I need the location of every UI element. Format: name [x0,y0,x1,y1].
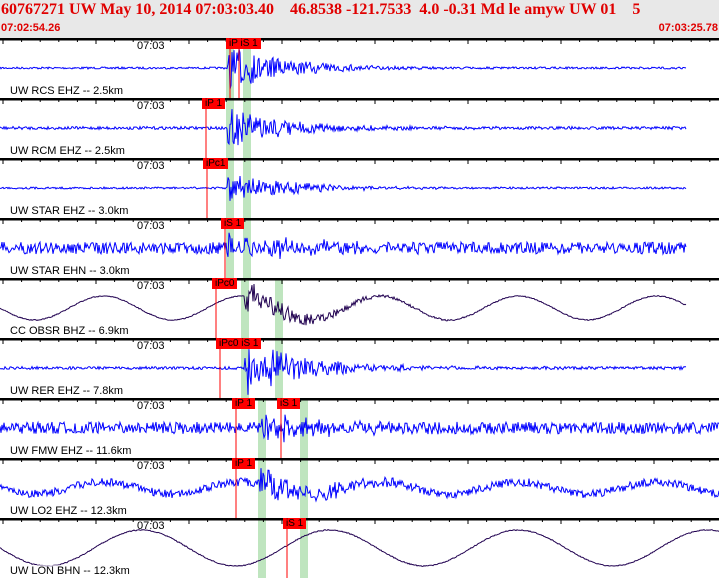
waveform [0,518,719,578]
trace-line [0,529,719,567]
trace-line [0,283,687,326]
station-label: UW LON BHN -- 12.3km [10,565,130,577]
waveform [0,338,719,398]
window-band [300,458,308,518]
trace-panel[interactable]: 07:03 iP 1 UW RCM EHZ -- 2.5km [0,98,719,158]
time-mark: 07:03 [137,520,165,532]
phase-pick[interactable]: iPc0 [212,278,238,289]
window-band [241,338,249,398]
window-band [241,278,249,338]
trace-panel[interactable]: 07:03 iS 1 UW LON BHN -- 12.3km [0,518,719,578]
phase-pick[interactable]: iP 1 [232,398,256,409]
trace-panel[interactable]: 07:03 iPc0 CC OBSR BHZ -- 6.9km [0,278,719,338]
phase-pick[interactable]: iPc0 iS 1 [216,338,262,349]
window-band [226,158,234,218]
station-label: CC OBSR BHZ -- 6.9km [10,325,129,337]
phase-pick[interactable]: iS 1 [221,218,245,229]
station-label: UW RCM EHZ -- 2.5km [10,145,125,157]
start-time: 07:02:54.26 [1,22,61,34]
phase-pick[interactable]: iP 1 [202,98,226,109]
trace-line [0,109,687,146]
trace-panel[interactable]: 07:03 iP 1 UW LO2 EHZ -- 12.3km [0,458,719,518]
phase-pick[interactable]: iS 1 [277,398,301,409]
event-title: 60767271 UW May 10, 2014 07:03:03.40 46.… [1,1,641,18]
trace-line [0,232,687,260]
trace-line [0,48,687,90]
window-band [226,218,234,278]
station-label: UW RCS EHZ -- 2.5km [10,85,124,97]
window-band [300,518,308,578]
trace-panel[interactable]: 07:03 iPc0 iS 1 UW RER EHZ -- 7.8km [0,338,719,398]
trace-panel[interactable]: 07:03 iS 1 UW STAR EHN -- 3.0km [0,218,719,278]
station-label: UW STAR EHZ -- 3.0km [10,205,129,217]
time-mark: 07:03 [137,100,165,112]
phase-pick[interactable]: iP 1 [232,458,256,469]
trace-line [0,414,719,443]
station-label: UW STAR EHN -- 3.0km [10,265,130,277]
time-mark: 07:03 [137,460,165,472]
time-mark: 07:03 [137,160,165,172]
trace-panel[interactable]: 07:03 iP iS 1 UW RCS EHZ -- 2.5km [0,38,719,98]
waveform [0,458,719,518]
time-mark: 07:03 [137,400,165,412]
waveform [0,158,719,218]
trace-panel[interactable]: 07:03 iP 1 iS 1 UW FMW EHZ -- 11.6km [0,398,719,458]
waveform [0,218,719,278]
waveform [0,278,719,338]
trace-line [0,349,687,395]
phase-pick[interactable]: iPc1 [203,158,229,169]
time-mark: 07:03 [137,40,165,52]
trace-line [0,468,719,503]
time-mark: 07:03 [137,280,165,292]
trace-line [0,175,687,201]
station-label: UW RER EHZ -- 7.8km [10,385,124,397]
window-band [243,218,251,278]
header: 60767271 UW May 10, 2014 07:03:03.40 46.… [0,0,719,38]
waveform [0,38,719,98]
window-band [258,518,266,578]
phase-pick[interactable]: iS 1 [283,518,307,529]
time-mark: 07:03 [137,340,165,352]
window-band [275,338,283,398]
window-band [258,398,266,458]
end-time: 07:03:25.78 [658,22,718,34]
station-label: UW FMW EHZ -- 11.6km [10,445,132,457]
phase-pick[interactable]: iP iS 1 [226,38,261,49]
trace-panel[interactable]: 07:03 iPc1 UW STAR EHZ -- 3.0km [0,158,719,218]
station-label: UW LO2 EHZ -- 12.3km [10,505,127,517]
time-mark: 07:03 [137,220,165,232]
